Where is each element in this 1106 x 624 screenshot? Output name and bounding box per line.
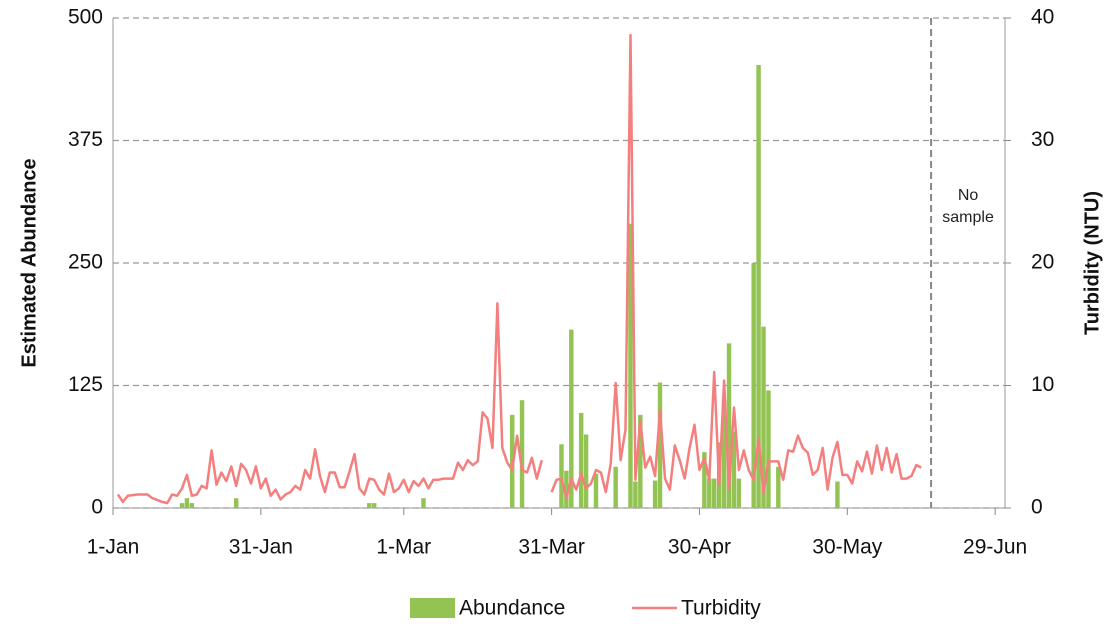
y-tick-label: 250 [68, 251, 103, 274]
x-tick-label: 31-Jan [229, 536, 293, 559]
x-tick-label: 1-Mar [376, 536, 431, 559]
y2-tick-label: 30 [1031, 128, 1054, 151]
y-axis-title: Estimated Abundance [18, 158, 40, 367]
bar [569, 329, 574, 508]
bar [751, 263, 756, 508]
y-tick-label: 375 [68, 128, 103, 151]
bar [593, 473, 599, 508]
bar [559, 444, 564, 508]
bar [726, 343, 732, 508]
bar [578, 412, 584, 508]
bar [184, 498, 190, 508]
bar [657, 382, 663, 508]
bar [233, 498, 239, 508]
bar [736, 478, 742, 508]
x-tick-label: 31-Mar [518, 536, 585, 559]
annotation: No sample [942, 187, 994, 226]
legend-label: Turbidity [681, 597, 761, 620]
bar [421, 498, 426, 508]
y2-tick-label: 20 [1031, 251, 1054, 274]
bar [638, 414, 643, 508]
y-tick-label: 500 [68, 6, 103, 29]
y-tick-label: 0 [91, 496, 103, 519]
bar [613, 466, 618, 508]
bar [189, 503, 195, 508]
y2-tick-label: 10 [1031, 373, 1054, 396]
x-tick-label: 30-May [812, 536, 883, 559]
line [116, 33, 922, 505]
x-tick-label: 1-Jan [87, 536, 140, 559]
legend-label: Abundance [459, 597, 565, 620]
bar [707, 478, 712, 508]
bar [761, 326, 766, 508]
bar [519, 400, 525, 508]
y2-axis-title: Turbidity (NTU) [1081, 191, 1103, 335]
bar [367, 503, 372, 508]
bar [731, 431, 737, 508]
bar [712, 478, 717, 508]
bar [628, 223, 633, 509]
bar [776, 466, 781, 508]
bar [702, 452, 707, 508]
bar [721, 400, 727, 508]
bar [179, 503, 185, 508]
bar [652, 480, 658, 508]
bar [583, 434, 589, 508]
y2-tick-label: 40 [1031, 6, 1054, 29]
bar [766, 390, 771, 508]
bar [835, 481, 840, 508]
bar [756, 65, 761, 508]
bar [633, 481, 638, 508]
x-tick-label: 30-Apr [668, 536, 731, 559]
x-tick-label: 29-Jun [963, 536, 1027, 559]
bar [371, 503, 377, 508]
y-tick-label: 125 [68, 373, 103, 396]
bar [564, 470, 569, 508]
y2-tick-label: 0 [1031, 496, 1043, 519]
legend-swatch [410, 598, 455, 618]
